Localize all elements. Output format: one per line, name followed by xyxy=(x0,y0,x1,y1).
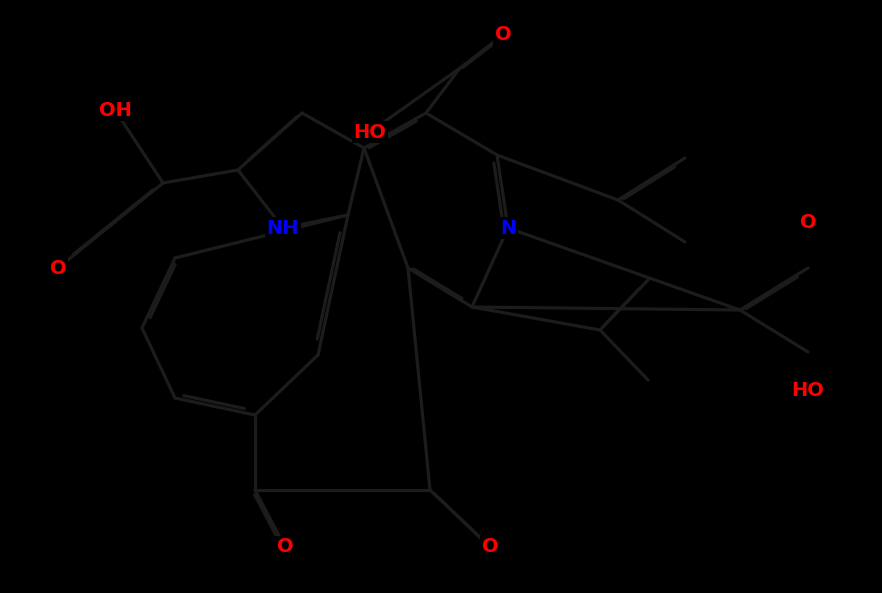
Text: O: O xyxy=(277,537,294,556)
Text: HO: HO xyxy=(354,123,386,142)
Text: O: O xyxy=(800,212,817,231)
Text: HO: HO xyxy=(791,381,825,400)
Text: O: O xyxy=(482,537,498,556)
Text: O: O xyxy=(49,259,66,278)
Text: N: N xyxy=(500,218,516,238)
Text: O: O xyxy=(495,25,512,44)
Text: NH: NH xyxy=(266,218,299,238)
Text: OH: OH xyxy=(99,100,131,120)
